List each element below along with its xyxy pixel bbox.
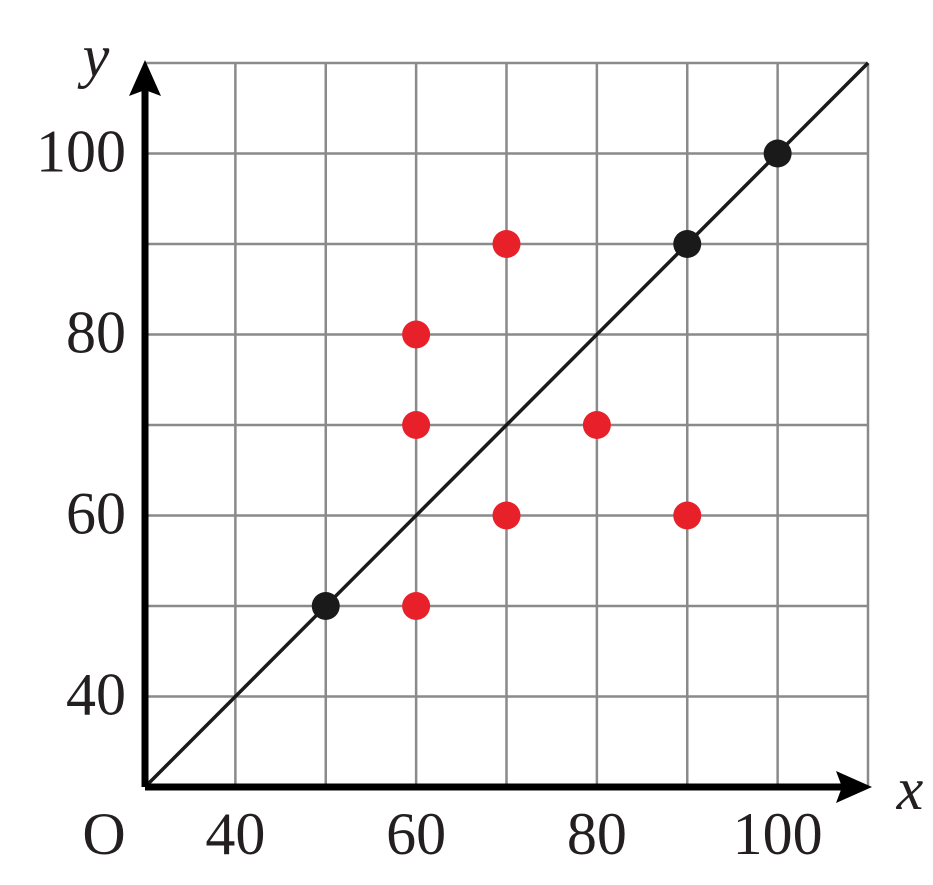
y-axis-label: y: [77, 23, 110, 89]
y-tick-label: 100: [36, 118, 126, 184]
plot: [143, 61, 870, 789]
x-tick-label: 80: [567, 801, 627, 867]
x-tick-label: 40: [205, 801, 265, 867]
point: [492, 230, 521, 258]
point: [582, 411, 611, 439]
origin-label: O: [82, 801, 125, 867]
x-axis-label: x: [896, 756, 924, 822]
x-tick-label: 100: [733, 801, 823, 867]
point: [673, 501, 702, 530]
reference-line: [143, 61, 870, 789]
point: [402, 411, 431, 439]
y-tick-label: 60: [66, 480, 126, 546]
point: [311, 592, 340, 620]
y-axis-arrow: [129, 60, 161, 96]
point: [492, 501, 521, 530]
y-tick-label: 40: [66, 661, 126, 727]
point: [402, 592, 431, 620]
x-tick-label: 60: [386, 801, 446, 867]
point: [673, 230, 702, 258]
y-tick-label: 80: [66, 299, 126, 365]
x-axis-arrow: [836, 771, 872, 803]
point: [763, 139, 792, 168]
point: [402, 320, 431, 349]
